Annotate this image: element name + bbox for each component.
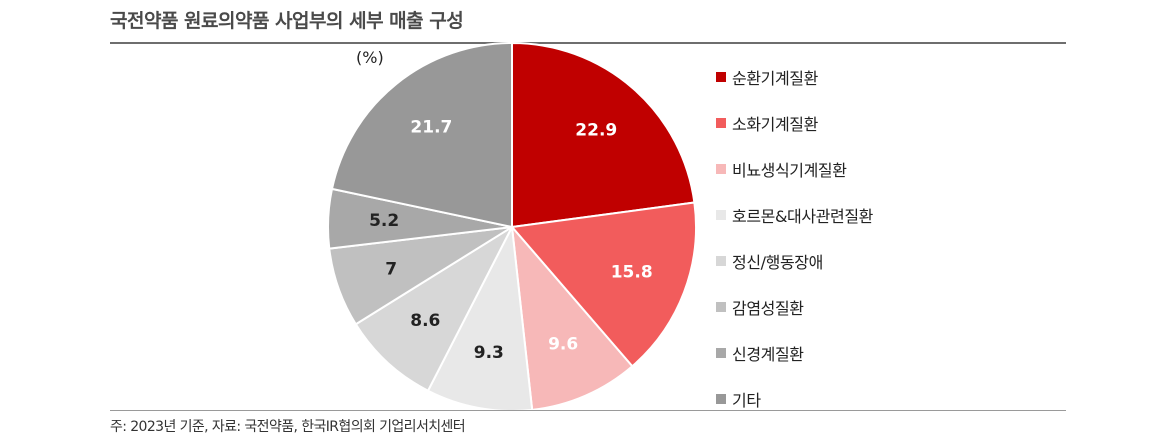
legend-item: 기타 — [716, 376, 873, 422]
pie-slice — [511, 42, 696, 228]
legend-label: 순환기계질환 — [732, 69, 818, 88]
legend-label: 호르몬&대사관련질환 — [732, 207, 873, 226]
slice-value-label: 22.9 — [575, 121, 617, 141]
legend-label: 감염성질환 — [732, 299, 804, 318]
legend-item: 신경계질환 — [716, 330, 873, 376]
top-divider — [110, 42, 1066, 44]
slice-value-label: 21.7 — [410, 118, 452, 138]
pie-slice — [427, 226, 534, 410]
legend-swatch — [716, 256, 726, 266]
pie-slice — [511, 201, 697, 368]
legend-item: 비뇨생식기계질환 — [716, 146, 873, 192]
legend-label: 소화기계질환 — [732, 115, 818, 134]
chart-title: 국전약품 원료의약품 사업부의 세부 매출 구성 — [110, 10, 464, 32]
legend-item: 순환기계질환 — [716, 54, 873, 100]
unit-label: (%) — [356, 48, 384, 67]
legend-swatch — [716, 210, 726, 220]
legend-item: 감염성질환 — [716, 284, 873, 330]
slice-value-label: 7 — [385, 259, 397, 279]
pie-slice — [511, 226, 634, 410]
legend-swatch — [716, 348, 726, 358]
legend-swatch — [716, 72, 726, 82]
legend-item: 정신/행동장애 — [716, 238, 873, 284]
footnote: 주: 2023년 기준, 자료: 국전약품, 한국IR협의회 기업리서치센터 — [110, 419, 466, 435]
pie-slice — [354, 226, 513, 392]
legend-swatch — [716, 164, 726, 174]
pie-chart: 22.9 15.8 9.6 9.3 8.6 7 5.2 21.7 — [327, 42, 697, 410]
legend-swatch — [716, 302, 726, 312]
legend-label: 기타 — [732, 391, 761, 410]
legend: 순환기계질환 소화기계질환 비뇨생식기계질환 호르몬&대사관련질환 정신/행동장… — [716, 54, 873, 422]
slice-value-label: 8.6 — [410, 311, 440, 331]
slice-value-label: 15.8 — [611, 262, 653, 282]
legend-swatch — [716, 118, 726, 128]
legend-label: 비뇨생식기계질환 — [732, 161, 847, 180]
slice-value-label: 9.6 — [548, 334, 578, 354]
legend-label: 정신/행동장애 — [732, 253, 823, 272]
legend-item: 호르몬&대사관련질환 — [716, 192, 873, 238]
slice-value-label: 5.2 — [369, 211, 399, 231]
legend-label: 신경계질환 — [732, 345, 804, 364]
pie-slice — [330, 42, 513, 228]
bottom-divider — [110, 410, 1066, 411]
legend-item: 소화기계질환 — [716, 100, 873, 146]
legend-swatch — [716, 394, 726, 404]
slice-value-label: 9.3 — [474, 343, 504, 363]
